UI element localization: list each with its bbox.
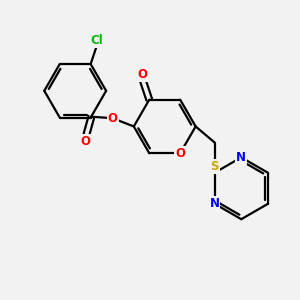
Text: S: S: [211, 160, 219, 173]
Text: N: N: [236, 151, 246, 164]
Text: O: O: [108, 112, 118, 125]
Text: N: N: [209, 197, 220, 210]
Text: O: O: [175, 147, 185, 160]
Text: Cl: Cl: [90, 34, 103, 47]
Text: O: O: [80, 135, 91, 148]
Text: O: O: [137, 68, 147, 81]
